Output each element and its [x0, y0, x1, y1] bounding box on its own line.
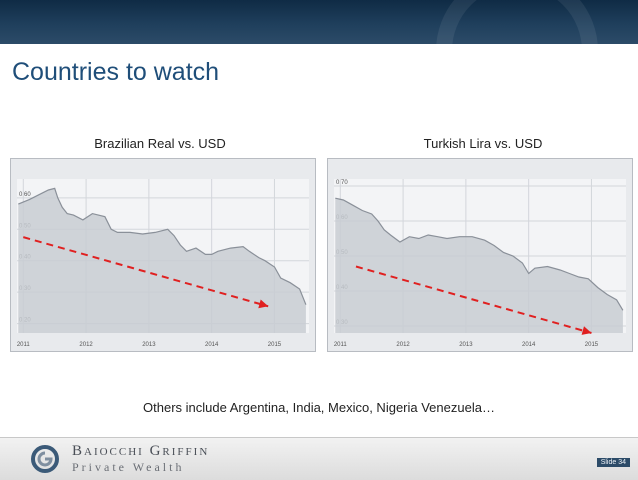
chart1-x-tick-label: 2014 [522, 342, 536, 348]
chart1-x-tick-label: 2015 [585, 342, 599, 348]
chart1-price-line [335, 197, 624, 311]
chart0-x-tick-label: 2012 [79, 342, 93, 348]
chart0-trend-arrow-head [258, 299, 269, 309]
chart0-price-line [18, 187, 307, 305]
chart-brl-svg: 0.600.500.400.300.2020112012201320142015 [17, 179, 309, 348]
slide-number: Slide 34 [596, 458, 630, 467]
chart-title-try: Turkish Lira vs. USD [423, 136, 543, 151]
chart1-price-area [335, 198, 623, 333]
chart-brl: 0.600.500.400.300.2020112012201320142015 [10, 158, 316, 352]
chart-title-brl: Brazilian Real vs. USD [94, 136, 226, 151]
brand-logo-icon [31, 445, 59, 473]
chart0-y-tick-label: 0.60 [19, 192, 31, 198]
chart1-x-tick-label: 2011 [334, 342, 348, 348]
chart0-x-tick-label: 2015 [268, 342, 282, 348]
others-note: Others include Argentina, India, Mexico,… [143, 400, 495, 415]
slide-title: Countries to watch [12, 58, 220, 86]
footer-bar: Baiocchi Griffin Private Wealth Slide 34 [0, 437, 638, 480]
chart1-x-tick-label: 2012 [396, 342, 410, 348]
chart0-x-tick-label: 2014 [205, 342, 219, 348]
chart-try-svg: 0.700.600.500.400.3020112012201320142015 [334, 179, 626, 348]
header-bar [0, 0, 638, 132]
chart0-x-tick-label: 2011 [17, 342, 31, 348]
chart1-x-tick-label: 2013 [459, 342, 473, 348]
chart-try: 0.700.600.500.400.3020112012201320142015 [327, 158, 633, 352]
chart1-y-tick-label: 0.70 [336, 180, 348, 186]
brand-name: Baiocchi Griffin [72, 443, 210, 459]
brand-subtitle: Private Wealth [72, 460, 185, 474]
chart1-trend-arrow-head [581, 326, 592, 335]
chart0-x-tick-label: 2013 [142, 342, 156, 348]
watermark-ring [436, 0, 598, 132]
chart1-trend-arrow-line [355, 265, 592, 334]
chart0-trend-arrow-line [23, 236, 269, 308]
